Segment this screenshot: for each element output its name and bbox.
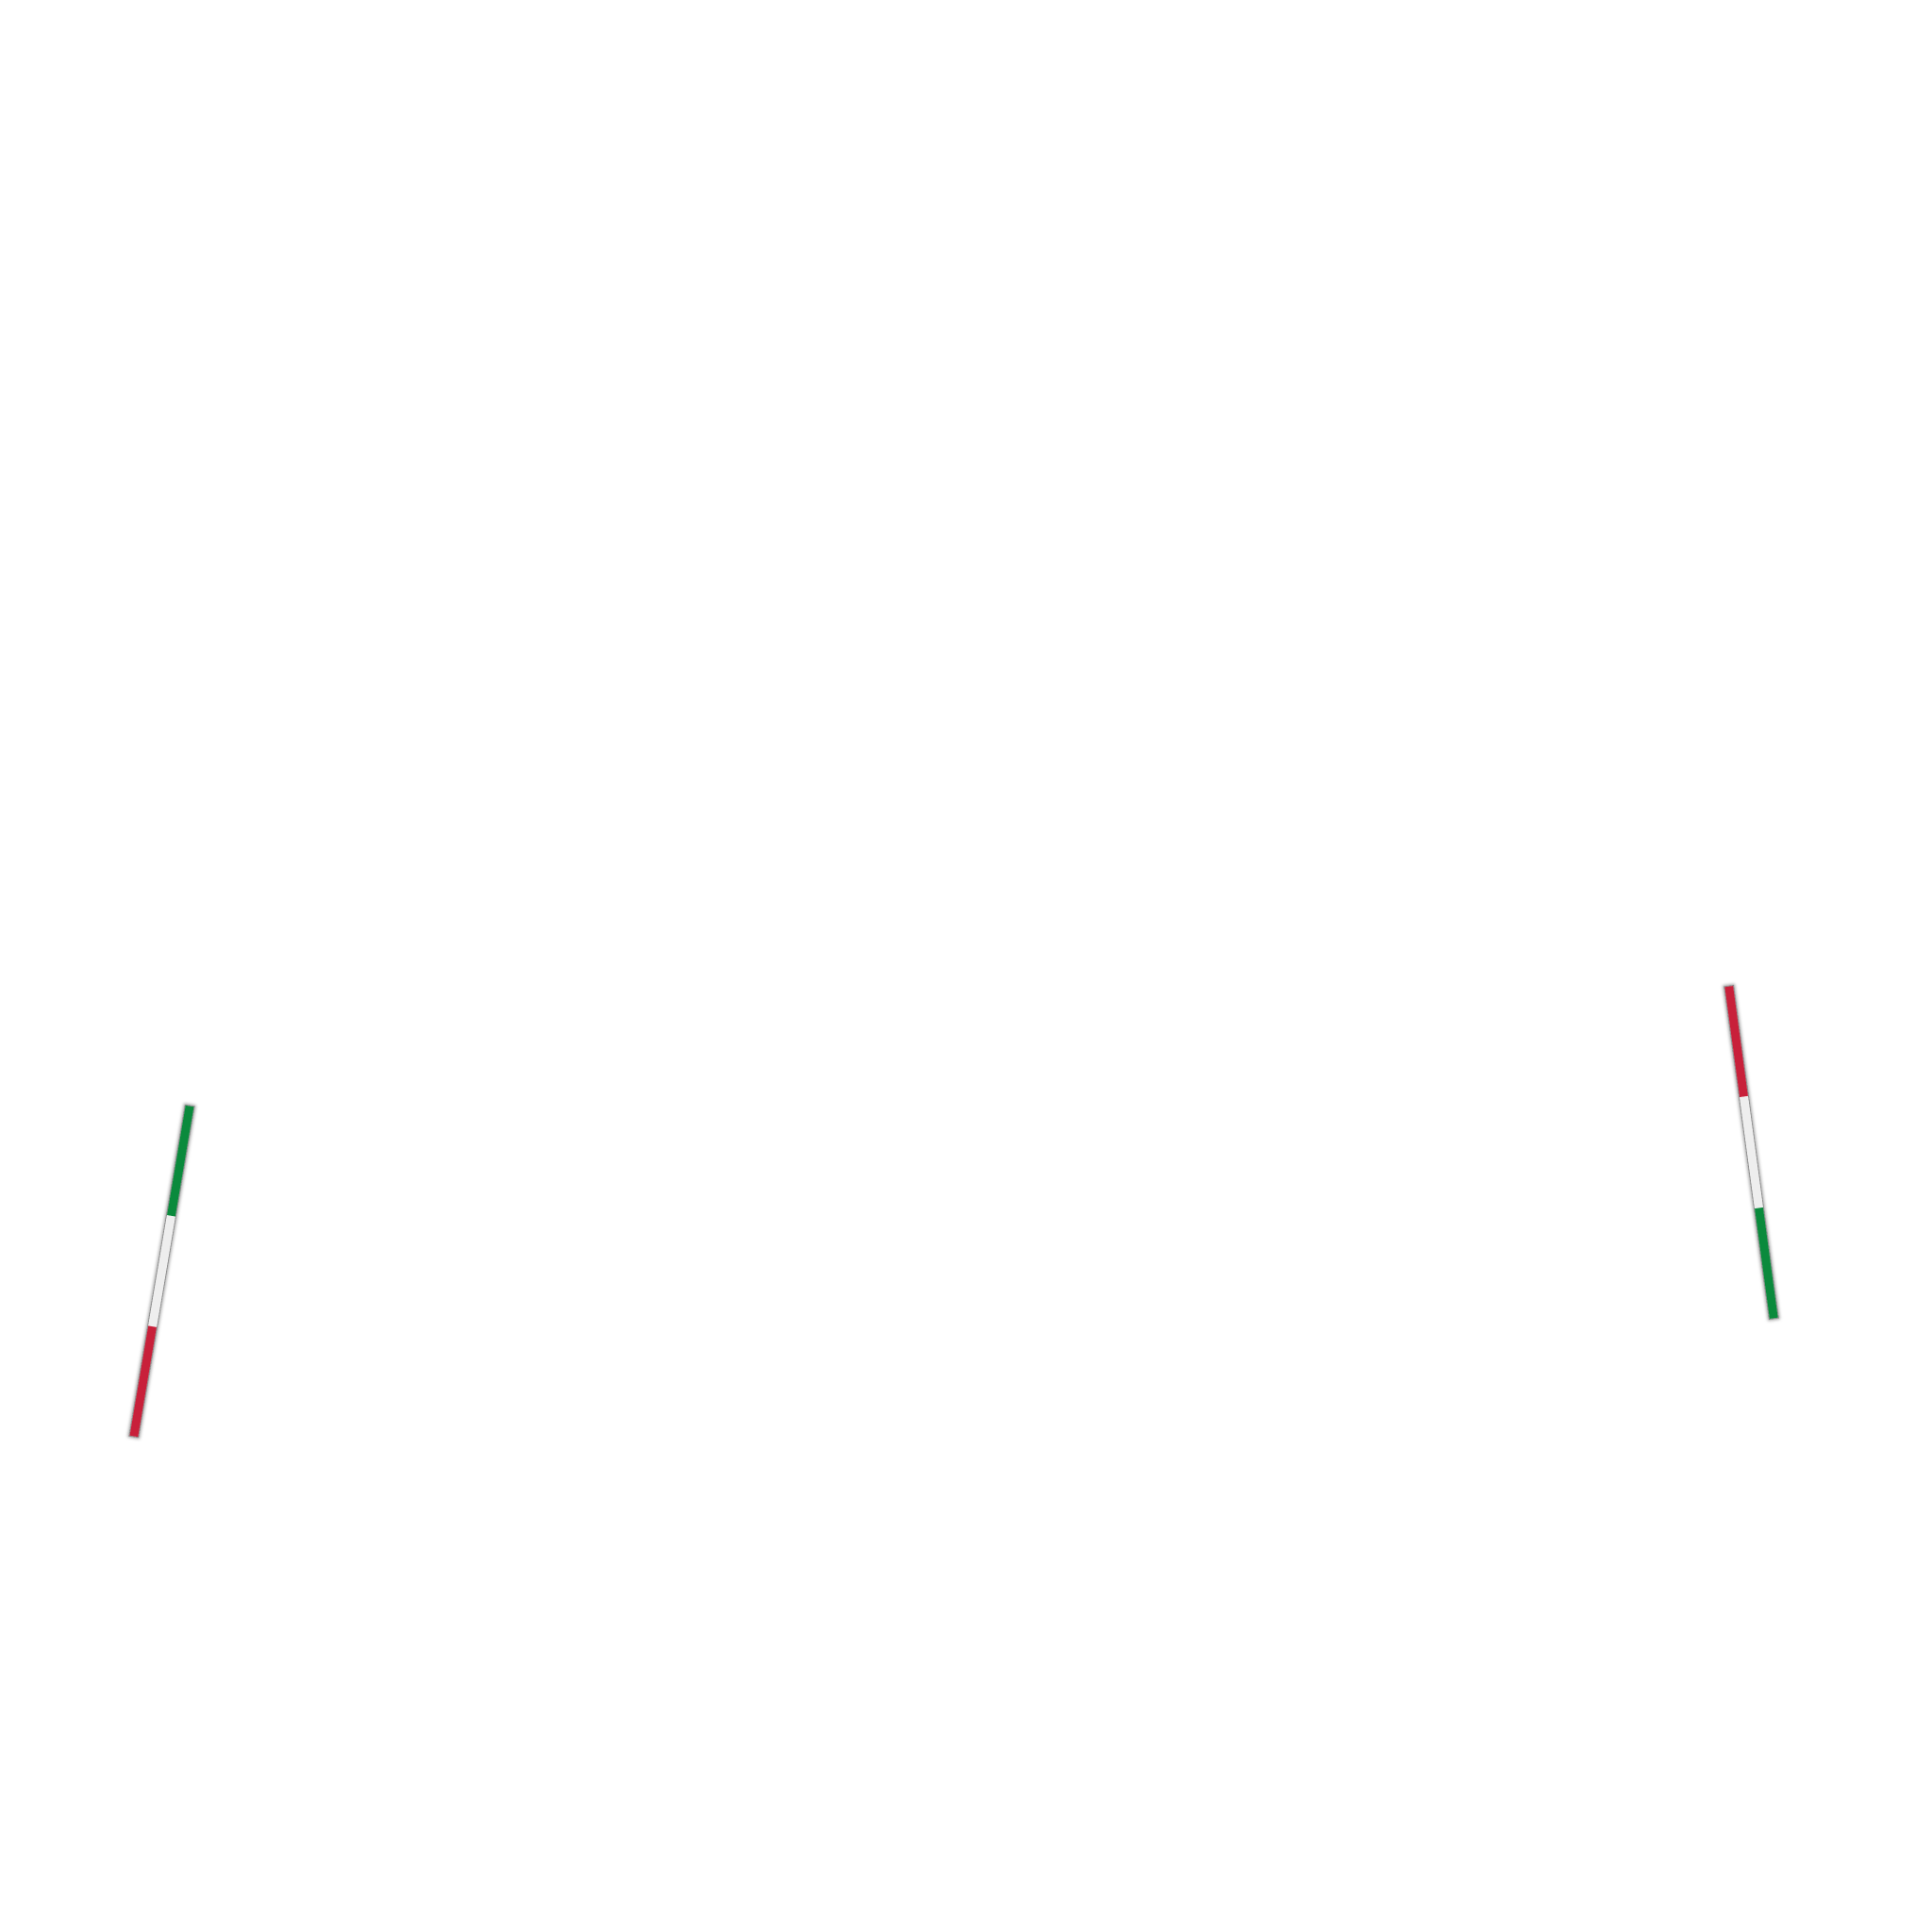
- bar-segment-green: [1754, 1207, 1778, 1319]
- bar-segment-red: [129, 1325, 158, 1438]
- bar-segment-red: [1724, 985, 1749, 1098]
- tricolor-bar-left: [128, 1104, 195, 1439]
- tricolor-bar-right: [1724, 984, 1779, 1321]
- bar-segment-white: [148, 1215, 175, 1327]
- bar-segment-green: [166, 1105, 194, 1217]
- bar-segment-white: [1740, 1096, 1763, 1208]
